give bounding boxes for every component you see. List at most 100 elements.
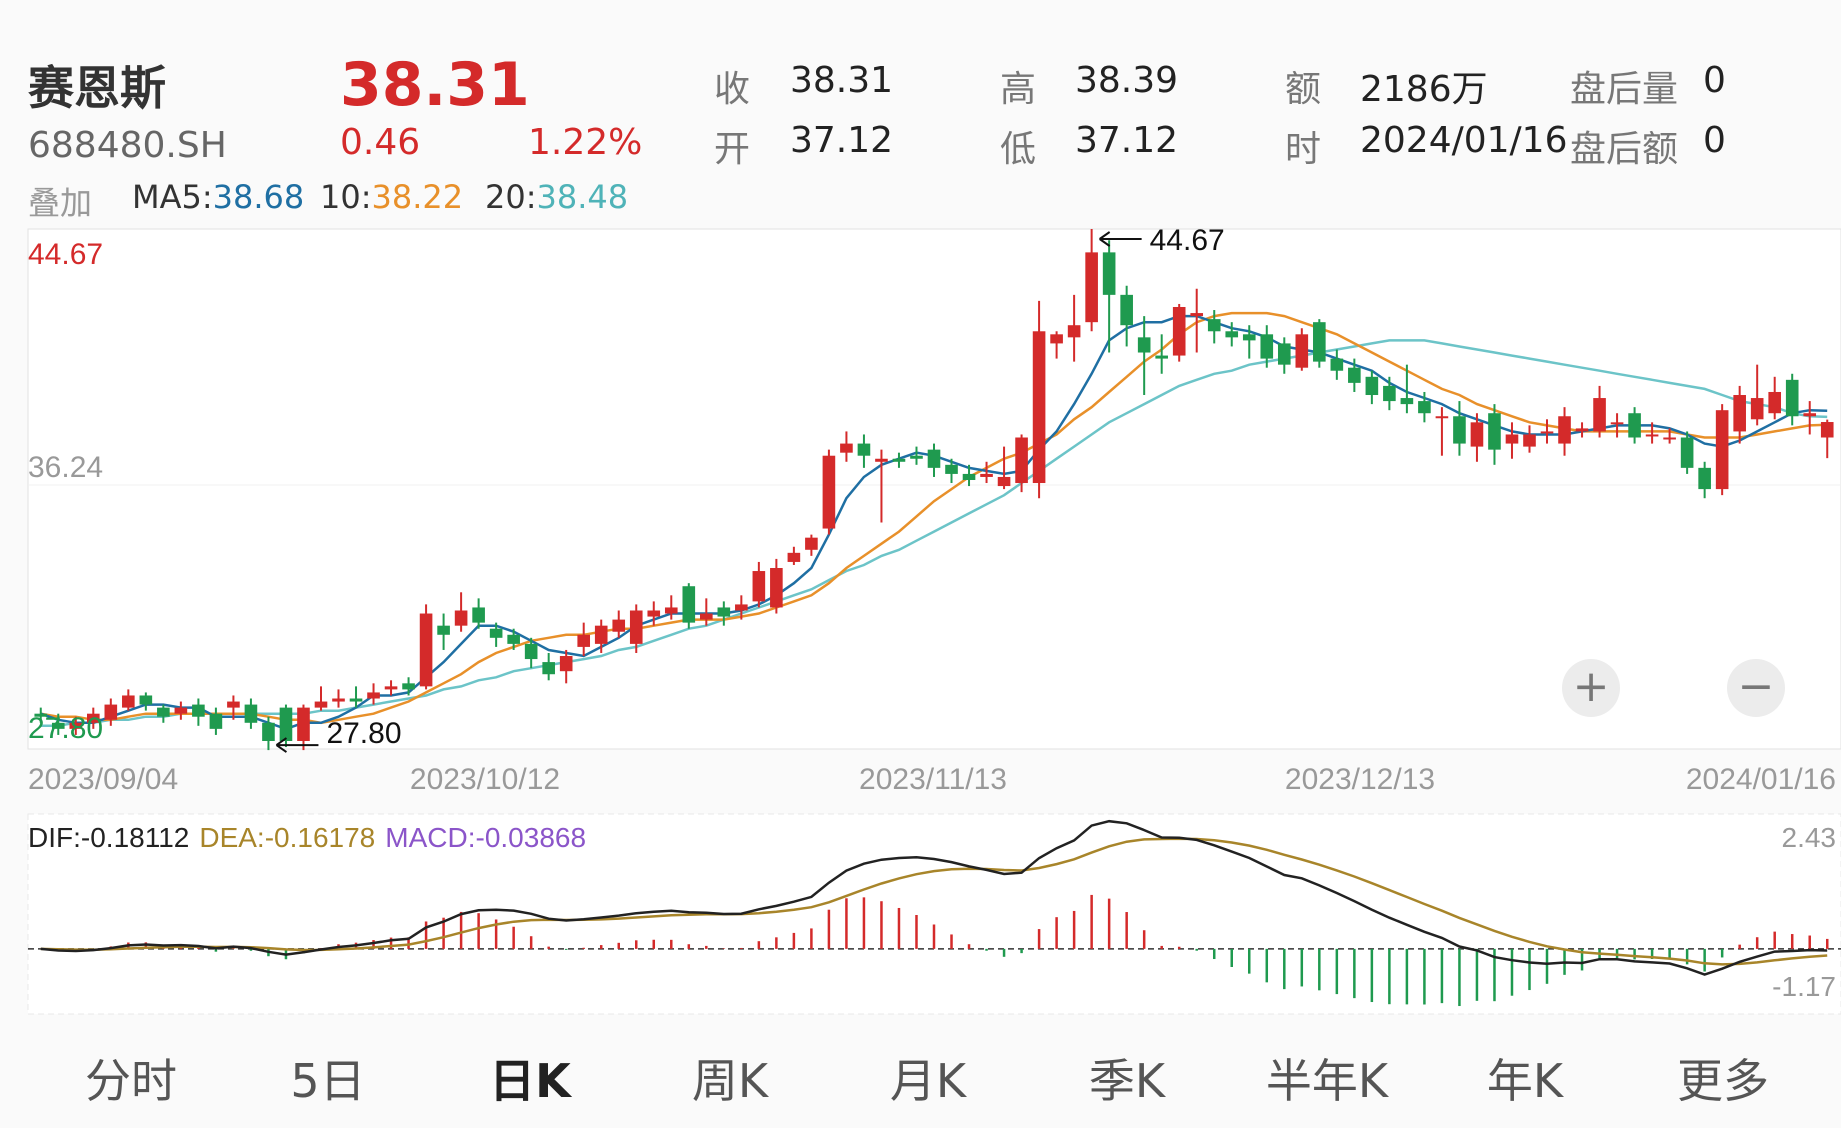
candle-body — [489, 628, 503, 638]
candle-body — [1435, 416, 1449, 419]
tab-intraday[interactable]: 分时 — [85, 1054, 177, 1108]
candle-body — [86, 713, 100, 723]
dif-label: DIF: — [28, 822, 81, 853]
dea-line — [40, 837, 1828, 966]
candle — [1207, 310, 1221, 344]
min-price-marker: 27.80 — [326, 717, 401, 750]
candle-body — [945, 464, 958, 474]
min-arrow — [275, 737, 319, 753]
candle — [1575, 422, 1589, 438]
max-arrow — [1099, 231, 1142, 247]
candle-body — [752, 571, 766, 602]
ma10-label: 10: — [320, 178, 372, 216]
candle-body — [1785, 379, 1799, 417]
candle — [157, 704, 170, 723]
tab-daily-k[interactable]: 日K — [489, 1054, 571, 1108]
candle — [51, 713, 65, 735]
candle — [332, 689, 345, 708]
candle — [822, 449, 836, 535]
tab-halfyear-k[interactable]: 半年K — [1265, 1054, 1389, 1108]
candle — [1558, 407, 1571, 456]
candle — [1120, 285, 1133, 347]
y-max-label: 44.67 — [28, 238, 103, 271]
amount-value: 2186万 — [1360, 69, 1488, 110]
candle-body — [682, 586, 696, 623]
candle-body — [454, 610, 468, 626]
time-value: 2024/01/16 — [1360, 120, 1568, 161]
tab-quarterly-k[interactable]: 季K — [1088, 1054, 1166, 1108]
candle-body — [1768, 391, 1782, 414]
candle-body — [1715, 410, 1729, 490]
open-label: 开 — [714, 129, 751, 170]
candle-body — [122, 695, 135, 708]
low-label: 低 — [1000, 129, 1037, 170]
zoom-out-button[interactable]: − — [1727, 659, 1785, 717]
candle — [34, 707, 48, 723]
after-amount-label: 盘后额 — [1570, 129, 1679, 170]
tab-5day[interactable]: 5日 — [290, 1054, 366, 1108]
candle-body — [1032, 331, 1046, 484]
candle — [629, 604, 643, 653]
candle-body — [1050, 334, 1063, 344]
ma10-value: 38.22 — [371, 178, 464, 216]
candle — [1505, 422, 1519, 459]
candle-body — [1225, 331, 1239, 338]
candle — [122, 689, 135, 711]
kline-chart[interactable]: 44.67 36.24 27.80 44.67 27.80 2023/09/04 2… — [0, 224, 1841, 1024]
candle-body — [174, 707, 188, 714]
candle-body — [927, 449, 941, 468]
amount-label: 额 — [1285, 69, 1322, 110]
candle — [664, 595, 678, 620]
candle — [489, 622, 503, 647]
candle-body — [402, 683, 415, 690]
candle — [735, 595, 748, 620]
max-price-marker: 44.67 — [1150, 224, 1225, 257]
candle-body — [1698, 467, 1711, 490]
x-axis-label: 2023/10/12 — [410, 763, 560, 796]
stock-code: 688480.SH — [28, 125, 227, 166]
candle-body — [472, 607, 485, 623]
candle-body — [1733, 395, 1746, 432]
candle-body — [1820, 422, 1834, 438]
candle-body — [1628, 413, 1641, 438]
candle-body — [787, 552, 801, 562]
candle-body — [1365, 376, 1379, 396]
ma5-value: 38.68 — [212, 178, 305, 216]
current-price: 38.31 — [340, 50, 530, 120]
candle — [262, 716, 275, 751]
candle — [945, 458, 958, 484]
candle-body — [770, 568, 783, 608]
candle-body — [332, 698, 345, 702]
candle-body — [980, 473, 993, 477]
candle-body — [1470, 422, 1484, 447]
candle — [472, 598, 485, 629]
candle — [104, 698, 118, 726]
candle — [1365, 370, 1379, 405]
tab-more[interactable]: 更多 — [1677, 1054, 1769, 1108]
tab-monthly-k[interactable]: 月K — [889, 1054, 967, 1108]
candle — [192, 698, 205, 726]
candle-body — [1400, 398, 1414, 405]
candle — [1348, 358, 1361, 392]
high-label: 高 — [1000, 69, 1037, 110]
tab-yearly-k[interactable]: 年K — [1486, 1054, 1564, 1108]
candle-body — [664, 607, 678, 614]
after-amount-value: 0 — [1703, 120, 1726, 161]
candle — [1155, 334, 1168, 374]
tab-weekly-k[interactable]: 周K — [691, 1054, 769, 1108]
candle-body — [384, 686, 398, 690]
overlay-button[interactable]: 叠加 — [28, 184, 93, 222]
candle-body — [594, 625, 608, 644]
candle — [244, 698, 258, 729]
candle-body — [822, 455, 836, 529]
period-tabbar: 分时 5日 日K 周K 月K 季K 半年K 年K 更多 — [0, 1045, 1841, 1128]
candle-body — [1663, 437, 1676, 440]
macd-legend: DIF:-0.18112 DEA:-0.16178 MACD:-0.03868 — [28, 822, 586, 853]
zoom-in-button[interactable]: + — [1562, 659, 1620, 717]
candle — [209, 707, 223, 735]
candle-body — [1348, 367, 1361, 383]
candle — [682, 583, 696, 629]
y-min-label: 27.80 — [28, 712, 103, 745]
candle-body — [1313, 322, 1326, 362]
candle-body — [51, 722, 65, 729]
